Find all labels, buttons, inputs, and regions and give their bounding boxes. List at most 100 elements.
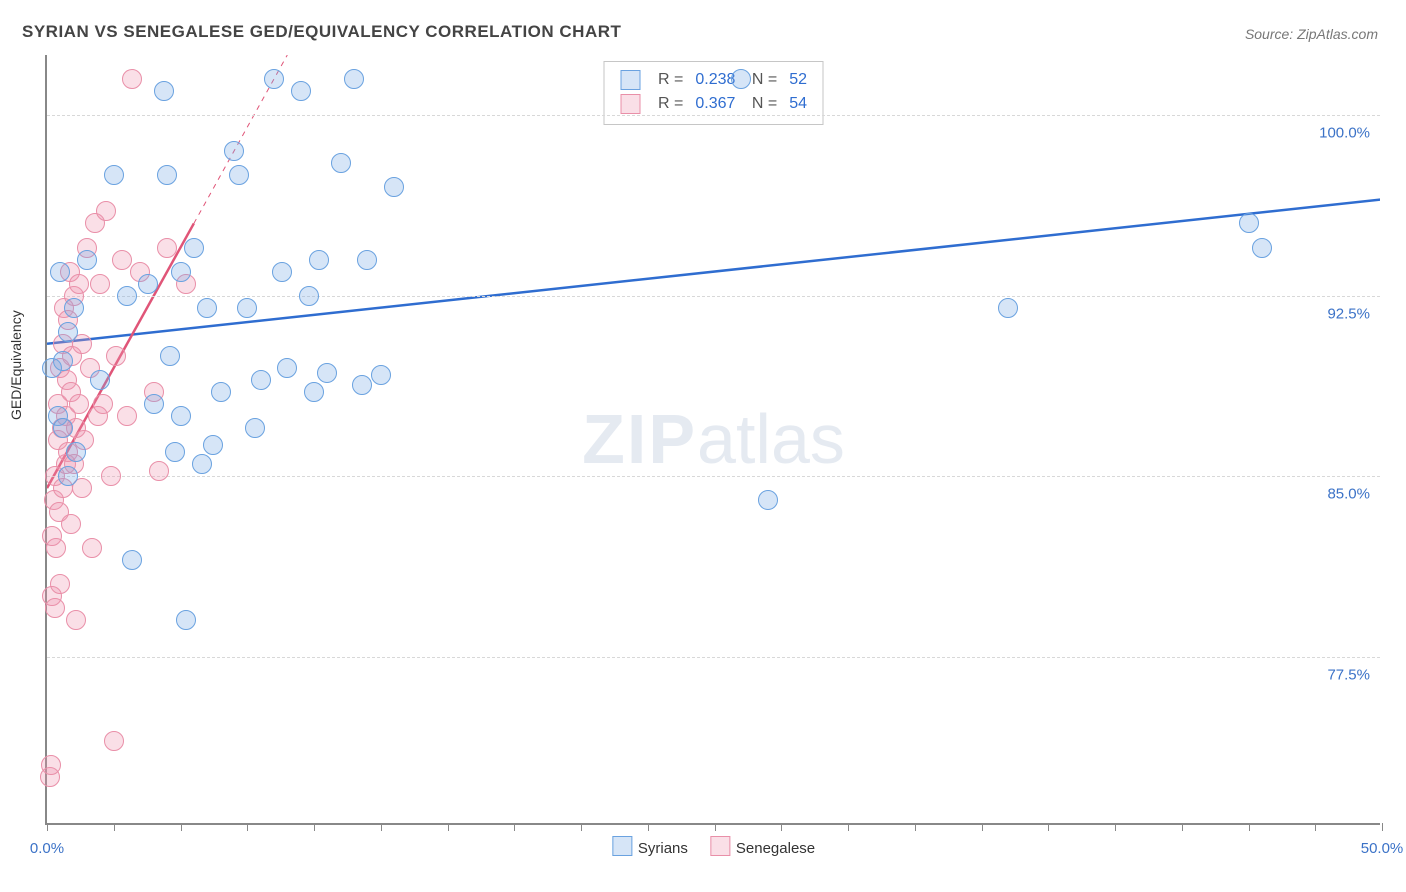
dot-syrians [371, 365, 391, 385]
dot-syrians [357, 250, 377, 270]
legend-item-syrians: Syrians [612, 836, 688, 857]
x-tick [1115, 823, 1116, 831]
x-tick [781, 823, 782, 831]
dot-syrians [998, 298, 1018, 318]
gridline-h [47, 657, 1380, 658]
dot-syrians [229, 165, 249, 185]
y-tick-label: 85.0% [1327, 486, 1370, 503]
chart-title: SYRIAN VS SENEGALESE GED/EQUIVALENCY COR… [22, 22, 621, 42]
dot-syrians [165, 442, 185, 462]
dot-syrians [171, 406, 191, 426]
dot-senegalese [45, 598, 65, 618]
swatch-senegalese [620, 94, 640, 114]
dot-syrians [264, 69, 284, 89]
dot-syrians [758, 490, 778, 510]
x-tick [715, 823, 716, 831]
dot-syrians [144, 394, 164, 414]
dot-senegalese [82, 538, 102, 558]
dot-syrians [203, 435, 223, 455]
x-tick [1249, 823, 1250, 831]
y-tick-label: 100.0% [1319, 125, 1370, 142]
y-axis-label: GED/Equivalency [8, 310, 24, 420]
x-tick [47, 823, 48, 831]
dot-syrians [122, 550, 142, 570]
dot-syrians [138, 274, 158, 294]
gridline-h [47, 476, 1380, 477]
dot-syrians [245, 418, 265, 438]
dot-senegalese [61, 514, 81, 534]
dot-senegalese [106, 346, 126, 366]
watermark: ZIPatlas [582, 399, 845, 479]
x-tick [982, 823, 983, 831]
dot-syrians [58, 466, 78, 486]
dot-syrians [64, 298, 84, 318]
dot-senegalese [149, 461, 169, 481]
dot-syrians [317, 363, 337, 383]
dot-syrians [224, 141, 244, 161]
dot-senegalese [41, 755, 61, 775]
dot-syrians [160, 346, 180, 366]
y-tick-label: 77.5% [1327, 666, 1370, 683]
x-tick [581, 823, 582, 831]
dot-syrians [291, 81, 311, 101]
dot-senegalese [93, 394, 113, 414]
gridline-h [47, 296, 1380, 297]
dot-syrians [309, 250, 329, 270]
dot-senegalese [101, 466, 121, 486]
scatter-plot-area: ZIPatlas R =0.238 N =52 R =0.367 N =54 S… [45, 55, 1380, 825]
dot-syrians [384, 177, 404, 197]
dot-senegalese [96, 201, 116, 221]
dot-senegalese [104, 731, 124, 751]
dot-senegalese [69, 274, 89, 294]
dot-syrians [197, 298, 217, 318]
dot-syrians [344, 69, 364, 89]
stats-row-syrians: R =0.238 N =52 [620, 68, 807, 92]
legend-item-senegalese: Senegalese [710, 836, 815, 857]
dot-syrians [251, 370, 271, 390]
x-axis-series-legend: Syrians Senegalese [612, 836, 815, 857]
dot-syrians [299, 286, 319, 306]
dot-syrians [117, 286, 137, 306]
x-tick [1315, 823, 1316, 831]
dot-syrians [184, 238, 204, 258]
dot-syrians [237, 298, 257, 318]
dot-senegalese [66, 610, 86, 630]
dot-syrians [90, 370, 110, 390]
dot-syrians [104, 165, 124, 185]
dot-syrians [77, 250, 97, 270]
dot-syrians [211, 382, 231, 402]
dot-senegalese [69, 394, 89, 414]
dot-syrians [352, 375, 372, 395]
dot-syrians [192, 454, 212, 474]
x-axis-label: 50.0% [1361, 840, 1404, 857]
legend-swatch-syrians [612, 836, 632, 856]
x-tick [448, 823, 449, 831]
dot-senegalese [112, 250, 132, 270]
dot-syrians [731, 69, 751, 89]
dot-syrians [176, 610, 196, 630]
dot-syrians [277, 358, 297, 378]
dot-senegalese [46, 538, 66, 558]
dot-syrians [50, 262, 70, 282]
gridline-h [47, 115, 1380, 116]
dot-syrians [53, 351, 73, 371]
x-axis-label: 0.0% [30, 840, 64, 857]
swatch-syrians [620, 70, 640, 90]
x-tick [848, 823, 849, 831]
dot-senegalese [50, 574, 70, 594]
x-tick [915, 823, 916, 831]
dot-syrians [331, 153, 351, 173]
dot-syrians [154, 81, 174, 101]
dot-senegalese [117, 406, 137, 426]
dot-syrians [272, 262, 292, 282]
x-tick [1182, 823, 1183, 831]
x-tick [114, 823, 115, 831]
x-tick [648, 823, 649, 831]
dot-syrians [1252, 238, 1272, 258]
x-tick [247, 823, 248, 831]
x-tick [314, 823, 315, 831]
dot-syrians [171, 262, 191, 282]
legend-swatch-senegalese [710, 836, 730, 856]
dot-senegalese [90, 274, 110, 294]
dot-senegalese [157, 238, 177, 258]
